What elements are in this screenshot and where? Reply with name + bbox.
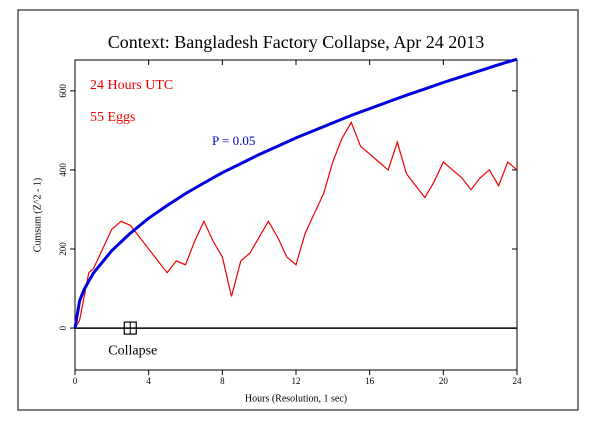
x-tick-label: 0	[73, 376, 78, 386]
x-tick-label: 12	[292, 376, 301, 386]
y-axis-label: Cumsum (Z^2 - 1)	[32, 178, 43, 252]
x-tick-label: 4	[146, 376, 151, 386]
plot-area	[74, 59, 518, 371]
y-tick-label: 400	[58, 163, 68, 177]
x-axis-label: Hours (Resolution, 1 sec)	[245, 393, 347, 404]
series-line	[73, 57, 518, 329]
annotation: 24 Hours UTC	[90, 78, 173, 93]
annotation: Collapse	[108, 343, 157, 358]
y-tick-label: 0	[58, 325, 68, 330]
annotation: 55 Eggs	[90, 110, 136, 125]
x-tick-label: 8	[220, 376, 225, 386]
x-tick-label: 16	[365, 376, 375, 386]
chart-title: Context: Bangladesh Factory Collapse, Ap…	[108, 32, 484, 52]
x-tick-label: 20	[439, 376, 449, 386]
x-tick-label: 24	[513, 376, 523, 386]
annotation: P = 0.05	[212, 133, 255, 148]
frame	[17, 9, 579, 411]
y-tick-label: 200	[58, 242, 68, 256]
y-tick-label: 600	[58, 84, 68, 98]
